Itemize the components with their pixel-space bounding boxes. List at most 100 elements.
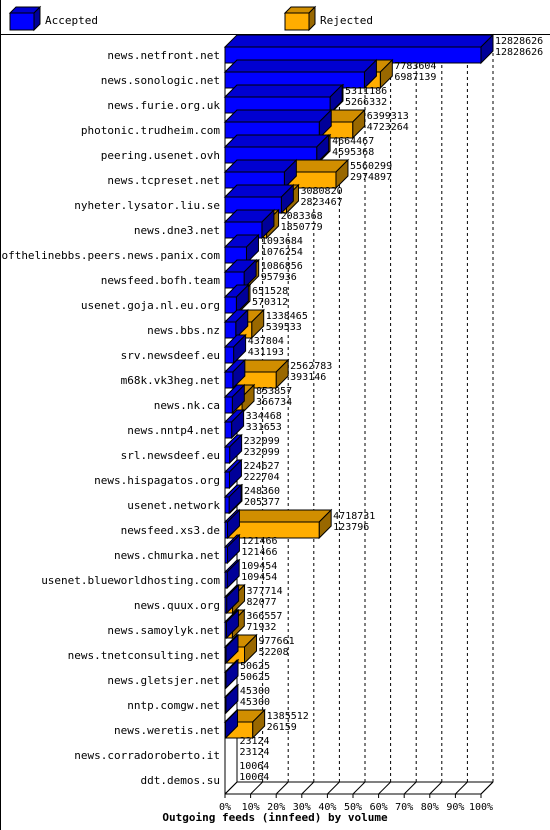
data-label-accepted: 570312 xyxy=(252,297,288,308)
x-tick-label: 60% xyxy=(370,802,388,813)
x-tick-label: 100% xyxy=(469,802,493,813)
floor-tick xyxy=(455,781,468,795)
data-label-accepted: 5266332 xyxy=(345,97,387,108)
x-tick-label: 40% xyxy=(318,802,336,813)
data-label-accepted: 109454 xyxy=(241,572,277,583)
data-label-offered: 1385512 xyxy=(267,711,309,722)
data-label-accepted: 4595368 xyxy=(332,147,374,158)
bar-accepted xyxy=(224,571,228,589)
bar-accepted xyxy=(224,471,230,489)
category-label: srl.newsdeef.eu xyxy=(121,449,220,462)
x-tick-label: 20% xyxy=(267,802,285,813)
data-label-offered: 1093684 xyxy=(261,236,303,247)
x-axis-label: Outgoing feeds (innfeed) by volume xyxy=(162,811,388,824)
data-label-accepted: 222704 xyxy=(243,472,279,483)
category-label: usenet.blueworldhosting.com xyxy=(41,574,220,587)
x-tick-label: 90% xyxy=(446,802,464,813)
bar-accepted xyxy=(224,321,237,339)
data-label-offered: 1338465 xyxy=(266,311,308,322)
category-label: usenet.goja.nl.eu.org xyxy=(81,299,220,312)
data-label-offered: 853857 xyxy=(256,386,292,397)
category-label: news.sonologic.net xyxy=(101,74,220,87)
data-label-accepted: 121466 xyxy=(241,547,277,558)
data-label-accepted: 82077 xyxy=(247,597,277,608)
bar-accepted-top xyxy=(223,59,378,73)
data-label-offered: 50625 xyxy=(240,661,270,672)
data-label-accepted: 539533 xyxy=(266,322,302,333)
data-label-accepted: 2974897 xyxy=(350,172,392,183)
bar-accepted xyxy=(224,721,227,739)
gridlines xyxy=(262,35,494,782)
data-label-accepted: 331653 xyxy=(246,422,282,433)
category-label: ddt.demos.su xyxy=(141,774,220,787)
bar-accepted xyxy=(224,596,228,614)
category-label: photonic.trudheim.com xyxy=(81,124,220,137)
bar-accepted xyxy=(224,296,237,314)
floor-tick xyxy=(352,781,366,795)
category-label: peering.usenet.ovh xyxy=(101,149,220,162)
data-label-accepted: 1850779 xyxy=(281,222,323,233)
floor-tick xyxy=(250,781,263,795)
floor-tick xyxy=(224,781,238,795)
data-label-offered: 12828626 xyxy=(495,36,543,47)
x-tick-label: 0% xyxy=(219,802,231,813)
data-label-offered: 232099 xyxy=(244,436,280,447)
x-tick-label: 10% xyxy=(242,802,260,813)
category-label: news.nntp4.net xyxy=(127,424,220,437)
bar-accepted-top xyxy=(223,34,495,48)
data-label-accepted: 393146 xyxy=(290,372,326,383)
data-label-accepted: 366734 xyxy=(256,397,292,408)
legend-swatch xyxy=(9,12,35,31)
bar-accepted xyxy=(224,621,227,639)
floor-tick xyxy=(378,781,391,795)
bar-accepted xyxy=(224,671,227,689)
category-label: m68k.vk3heg.net xyxy=(121,374,220,387)
category-label: news.bbs.nz xyxy=(147,324,220,337)
data-label-offered: 109454 xyxy=(241,561,277,572)
category-label: news.chmurka.net xyxy=(114,549,220,562)
x-tick-label: 80% xyxy=(421,802,439,813)
category-label: news.nk.ca xyxy=(154,399,220,412)
data-label-offered: 3080820 xyxy=(300,186,342,197)
data-label-offered: 366557 xyxy=(246,611,282,622)
category-label: nntp.comgw.net xyxy=(127,699,220,712)
data-label-offered: 45300 xyxy=(240,686,270,697)
bar-accepted-top xyxy=(223,109,333,123)
floor-tick xyxy=(429,781,443,795)
category-label: newsfeed.xs3.de xyxy=(121,524,220,537)
x-tick-label: 70% xyxy=(395,802,413,813)
data-label-accepted: 10064 xyxy=(239,772,269,783)
category-label: news.dne3.net xyxy=(134,224,220,237)
bar-accepted xyxy=(224,546,228,564)
floor-tick xyxy=(480,781,494,795)
bar-accepted xyxy=(224,521,228,539)
data-label-offered: 2083368 xyxy=(281,211,323,222)
data-label-accepted: 957936 xyxy=(261,272,297,283)
category-labels: news.netfront.net news.sonologic.net news.… xyxy=(0,49,220,787)
category-label: nyheter.lysator.liu.se xyxy=(74,199,220,212)
floor-tick xyxy=(327,781,340,795)
legend-swatch xyxy=(284,12,310,31)
data-label-accepted: 45300 xyxy=(240,697,270,708)
bar-rejected-top xyxy=(223,509,333,523)
data-label-offered: 977661 xyxy=(259,636,295,647)
bars: 1282862612828626778360469871395311186526… xyxy=(223,33,543,783)
category-label: news.gletsjer.net xyxy=(107,674,220,687)
data-label-offered: 7783604 xyxy=(394,61,436,72)
data-label-accepted: 71932 xyxy=(246,622,276,633)
